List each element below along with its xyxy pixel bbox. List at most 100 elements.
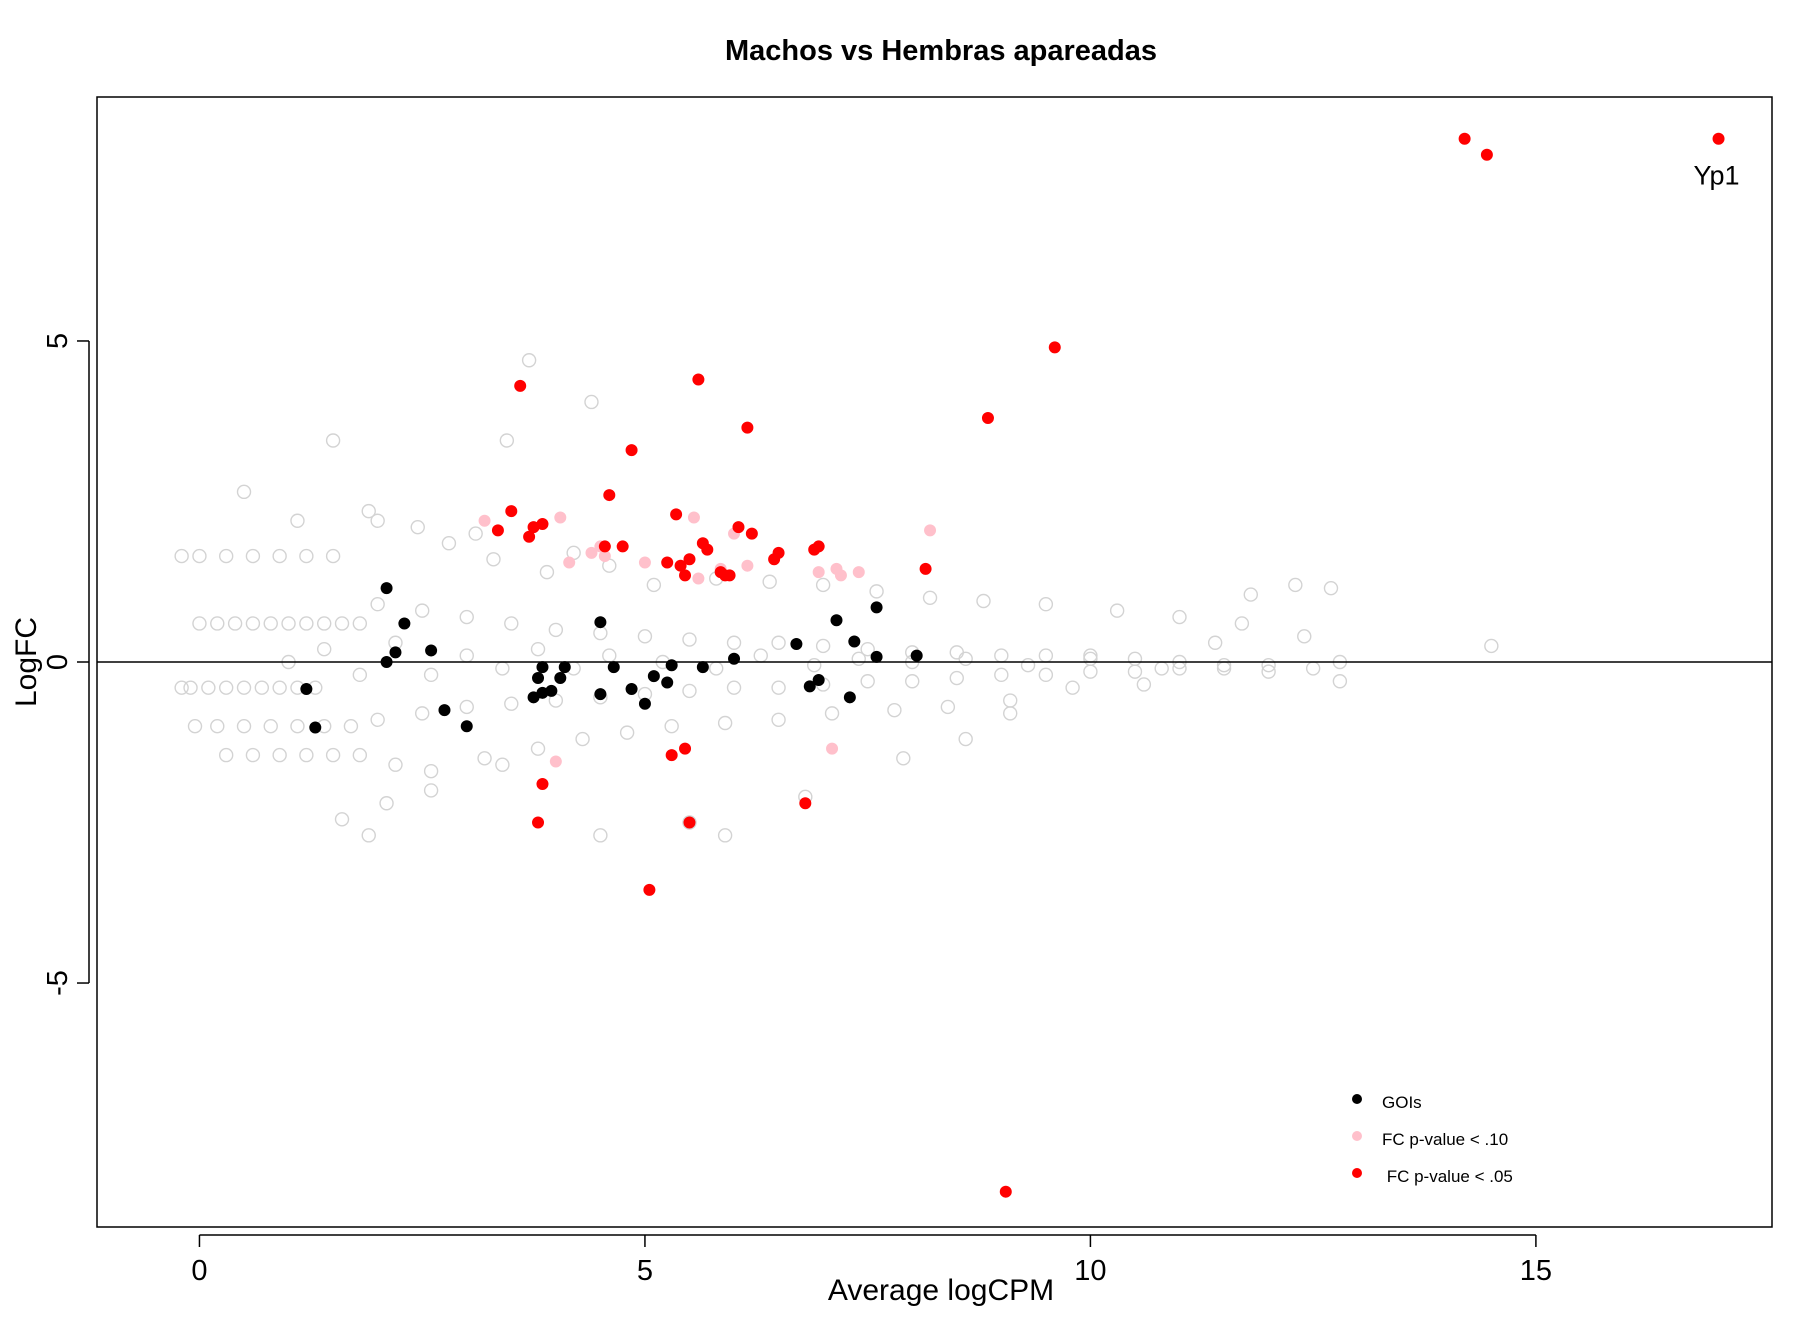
background-gene-point [272, 680, 287, 695]
background-gene-point [174, 548, 189, 564]
background-gene-point [1038, 597, 1054, 612]
pvalue-05-point [732, 521, 745, 534]
pvalue-05-point [491, 524, 504, 537]
y-axis: -5 0 5 [42, 333, 90, 996]
pvalue-10-point [638, 556, 651, 569]
background-gene-point [815, 577, 831, 593]
pvalue-10-point [834, 569, 847, 582]
background-gene-point [201, 680, 216, 695]
background-gene-point [584, 394, 599, 410]
pvalue-10-point [554, 511, 567, 524]
background-gene-point [726, 635, 742, 650]
background-gene-point [263, 616, 278, 631]
goi-point [380, 582, 393, 595]
background-gene-point [949, 670, 964, 686]
background-gene-point [441, 536, 457, 551]
pvalue-05-point [603, 489, 616, 502]
pvalue-05-point [505, 505, 518, 518]
background-gene-point [1136, 677, 1152, 692]
background-gene-point [976, 593, 991, 609]
pvalue-10-point [812, 566, 825, 579]
legend-label-pvalue-05: FC p-value < .05 [1382, 1167, 1513, 1186]
pvalue-05-point [701, 543, 714, 556]
point-annotation: Yp1 [1694, 161, 1740, 191]
background-gene-point [771, 635, 786, 650]
background-gene-point [459, 699, 474, 715]
pvalue-05-point [999, 1185, 1012, 1198]
pvalue-10-point [549, 755, 562, 768]
background-gene-point [717, 715, 733, 731]
pvalue-10-point [826, 742, 839, 755]
goi-point [843, 691, 856, 704]
background-gene-point [218, 548, 234, 564]
goi-point [696, 661, 709, 674]
x-tick-label: 5 [637, 1255, 653, 1287]
legend-label-gois: GOIs [1382, 1093, 1422, 1112]
background-gene-point [1216, 658, 1232, 673]
pvalue-05-point [643, 883, 656, 896]
background-gene-point [824, 706, 840, 721]
pvalue-10-point [687, 511, 700, 524]
background-gene-point [370, 597, 385, 612]
pvalue-05-point [1458, 132, 1471, 145]
pvalue-05-point [523, 530, 536, 543]
pvalue-05-point [799, 797, 812, 810]
background-gene-point [530, 641, 546, 657]
background-gene-point [423, 667, 439, 683]
background-gene-point [414, 603, 430, 618]
background-gene-point [860, 674, 875, 689]
background-gene-point [1297, 629, 1312, 644]
background-gene-point [316, 641, 332, 657]
background-gene-point [352, 667, 368, 683]
background-gene-point [958, 731, 973, 747]
background-gene-point [210, 616, 225, 631]
legend-marker-pvalue-05 [1352, 1168, 1362, 1178]
y-tick-label: 0 [42, 654, 74, 670]
background-gene-point [227, 616, 243, 631]
background-gene-point [410, 519, 425, 535]
background-gene-point [1020, 658, 1036, 673]
background-gene-point [245, 616, 261, 631]
background-gene-point [682, 632, 697, 647]
pvalue-05-point [692, 373, 705, 386]
goi-point [661, 676, 674, 689]
background-gene-point [504, 616, 519, 631]
background-gene-point [905, 674, 920, 689]
pvalue-10-point [924, 524, 937, 537]
goi-point [425, 644, 438, 657]
background-gene-point [521, 353, 537, 368]
background-gene-point [771, 712, 786, 727]
background-gene-point [218, 680, 234, 695]
legend-label-pvalue-10: FC p-value < .10 [1382, 1130, 1508, 1149]
background-gene-point [477, 751, 492, 766]
background-gene-point [1109, 603, 1125, 618]
pvalue-05-point [674, 559, 687, 572]
background-gene-point [940, 699, 956, 715]
pvalue-10-point [852, 566, 865, 579]
pvalue-05-point [981, 412, 994, 425]
pvalue-05-point [1048, 341, 1061, 354]
pvalue-10-point [585, 546, 598, 559]
background-gene-point [245, 548, 261, 564]
goi-point [647, 670, 660, 683]
background-gene-point [1484, 638, 1499, 654]
background-gene-point [575, 731, 590, 747]
background-gene-point [254, 680, 270, 695]
background-gene-point [637, 629, 653, 644]
goi-point [558, 661, 571, 674]
background-gene-point [717, 828, 733, 843]
background-gene-point [299, 747, 314, 763]
goi-point [607, 661, 620, 674]
background-gene-point [236, 484, 252, 500]
background-gene-point [468, 526, 483, 541]
background-gene-point [290, 513, 305, 528]
goi-point [812, 673, 825, 686]
goi-point [300, 682, 313, 695]
goi-point [870, 650, 883, 663]
goi-point [460, 720, 473, 733]
background-gene-point [388, 757, 403, 772]
background-gene-point [290, 719, 305, 734]
background-gene-point [236, 719, 252, 734]
